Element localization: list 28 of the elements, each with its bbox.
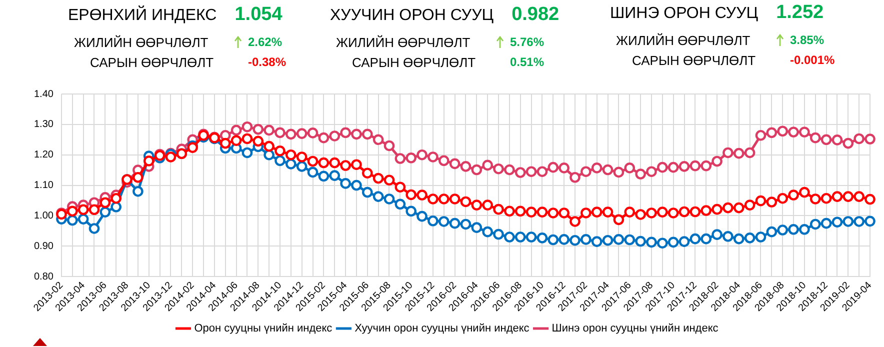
y-tick-label: 1.30 bbox=[34, 119, 54, 130]
text: ШИНЭ ОРОН СУУЦ bbox=[610, 5, 758, 23]
text: 1.054 bbox=[234, 4, 282, 26]
text: 0.982 bbox=[512, 4, 560, 26]
text: ЖИЛИЙН ӨӨРЧЛӨЛТ bbox=[74, 34, 210, 50]
text: -0.38% bbox=[248, 55, 286, 69]
text: 2.62% bbox=[248, 35, 282, 49]
text: ХУУЧИН ОРОН СУУЦ bbox=[330, 7, 494, 25]
text: ЖИЛИЙН ӨӨРЧЛӨЛТ bbox=[616, 32, 752, 48]
text: 5.76% bbox=[510, 35, 544, 49]
text: САРЫН ӨӨРЧЛӨЛТ bbox=[632, 52, 757, 68]
legend-label: Шинэ орон сууцны үнийн индекс bbox=[552, 322, 719, 335]
y-tick-label: 1.20 bbox=[34, 150, 54, 161]
text: САРЫН ӨӨРЧЛӨЛТ bbox=[90, 54, 215, 70]
text: 1.252 bbox=[776, 2, 824, 24]
text: 3.85% bbox=[790, 33, 824, 47]
y-tick-label: 0.80 bbox=[34, 271, 54, 282]
y-tick-label: 1.00 bbox=[34, 210, 54, 222]
text: ЖИЛИЙН ӨӨРЧЛӨЛТ bbox=[336, 34, 472, 50]
text: -0.001% bbox=[790, 53, 835, 67]
text: 0.51% bbox=[510, 55, 544, 69]
text: ЕРӨНХИЙ ИНДЕКС bbox=[68, 7, 217, 25]
legend-label: Хуучин орон сууцны үнийн индекс bbox=[354, 322, 530, 335]
y-tick-label: 0.90 bbox=[34, 240, 54, 252]
text: САРЫН ӨӨРЧЛӨЛТ bbox=[352, 54, 477, 70]
legend-label: Орон сууцны үнийн индекс bbox=[194, 322, 333, 335]
y-tick-label: 1.10 bbox=[34, 180, 54, 192]
y-tick-label: 1.40 bbox=[34, 88, 54, 100]
